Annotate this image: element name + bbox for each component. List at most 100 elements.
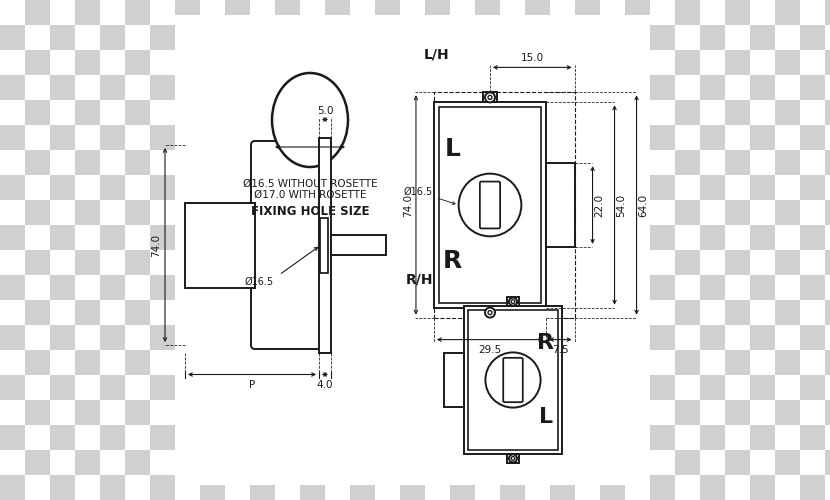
Bar (250, 375, 275, 400)
Bar (350, 475, 375, 500)
Bar (600, 200, 625, 225)
Bar (225, 225, 250, 250)
Bar (425, 375, 450, 400)
Bar (800, 450, 825, 475)
Bar (100, 150, 125, 175)
Bar (300, 425, 325, 450)
Bar (750, 400, 775, 425)
Bar (0, 400, 25, 425)
Bar (725, 350, 750, 375)
Bar (100, 375, 125, 400)
Bar (483, 92, 497, 102)
Bar (600, 375, 625, 400)
Bar (800, 175, 825, 200)
Bar (0, 300, 25, 325)
Bar (750, 450, 775, 475)
Bar (125, 250, 150, 275)
Bar (25, 175, 50, 200)
Bar (150, 325, 175, 350)
Bar (75, 150, 100, 175)
Bar (775, 0, 800, 25)
Bar (300, 50, 325, 75)
Bar (250, 75, 275, 100)
Bar (175, 100, 200, 125)
Bar (275, 225, 300, 250)
Circle shape (488, 310, 492, 314)
Bar (150, 425, 175, 450)
Bar (600, 400, 625, 425)
Bar (400, 350, 425, 375)
Bar (400, 375, 425, 400)
Bar (325, 300, 350, 325)
Bar (525, 250, 550, 275)
Bar (0, 100, 25, 125)
Bar (650, 225, 675, 250)
Bar (375, 300, 400, 325)
Bar (250, 450, 275, 475)
Bar (500, 125, 525, 150)
Bar (250, 300, 275, 325)
Bar (350, 325, 375, 350)
Text: Ø16.5 WITHOUT ROSETTE: Ø16.5 WITHOUT ROSETTE (242, 179, 378, 189)
Bar (300, 75, 325, 100)
Bar (400, 250, 425, 275)
Bar (800, 475, 825, 500)
Bar (675, 400, 700, 425)
Bar (200, 75, 225, 100)
Bar (100, 400, 125, 425)
Bar (475, 175, 500, 200)
Bar (375, 25, 400, 50)
Bar (175, 0, 200, 25)
Bar (200, 450, 225, 475)
Bar (675, 150, 700, 175)
Bar (225, 250, 250, 275)
Bar (225, 300, 250, 325)
Bar (750, 425, 775, 450)
Bar (225, 0, 250, 25)
Bar (775, 125, 800, 150)
Bar (425, 200, 450, 225)
Bar (825, 400, 830, 425)
Bar (775, 325, 800, 350)
Bar (125, 150, 150, 175)
Bar (375, 150, 400, 175)
Bar (775, 350, 800, 375)
Bar (225, 450, 250, 475)
Bar (375, 175, 400, 200)
Bar (550, 0, 575, 25)
Bar (400, 0, 425, 25)
Bar (500, 0, 525, 25)
Text: 22.0: 22.0 (594, 194, 604, 216)
Bar (300, 375, 325, 400)
Bar (100, 125, 125, 150)
Bar (325, 0, 350, 25)
Bar (125, 175, 150, 200)
Bar (450, 300, 475, 325)
Bar (700, 25, 725, 50)
Bar (200, 400, 225, 425)
Bar (375, 75, 400, 100)
Bar (625, 25, 650, 50)
Bar (25, 375, 50, 400)
Bar (575, 450, 600, 475)
Bar (50, 275, 75, 300)
Bar (650, 175, 675, 200)
Bar (775, 425, 800, 450)
Bar (775, 225, 800, 250)
Bar (507, 297, 519, 306)
Bar (350, 250, 375, 275)
Bar (150, 275, 175, 300)
Bar (725, 75, 750, 100)
Bar (150, 250, 175, 275)
Bar (575, 350, 600, 375)
Bar (625, 450, 650, 475)
Bar (225, 375, 250, 400)
Bar (100, 275, 125, 300)
Bar (0, 325, 25, 350)
Bar (25, 25, 50, 50)
Bar (300, 175, 325, 200)
Bar (225, 175, 250, 200)
Bar (325, 75, 350, 100)
Bar (125, 375, 150, 400)
Bar (650, 25, 675, 50)
